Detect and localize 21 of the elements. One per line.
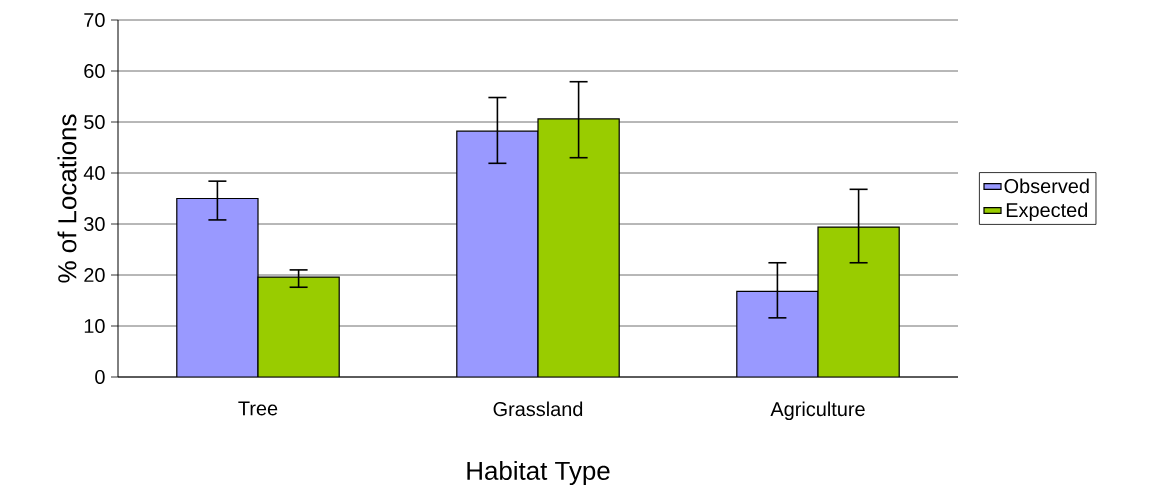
legend-label: Observed (1004, 178, 1089, 194)
y-tick-label: 20 (84, 267, 105, 283)
bar (538, 118, 620, 377)
y-tick-label: 70 (84, 12, 105, 28)
legend-label: Expected (1006, 202, 1088, 222)
x-tick-label: Grassland (493, 401, 583, 417)
y-axis-title: % of Locations (57, 114, 77, 283)
bar (817, 226, 900, 377)
x-axis-title: Habitat Type (467, 460, 610, 486)
y-tick-label: 10 (84, 318, 105, 334)
x-tick-label: Agriculture (770, 401, 865, 421)
bar (736, 290, 819, 377)
x-tick-label: Tree (238, 401, 278, 416)
y-tick-label: 40 (83, 165, 105, 181)
bar (258, 277, 340, 377)
bar (456, 131, 538, 377)
y-tick-label: 50 (84, 114, 105, 130)
y-tick-label: 60 (84, 63, 105, 79)
y-tick-label: 0 (95, 369, 105, 385)
y-tick-label: 30 (84, 216, 105, 232)
bar (176, 198, 258, 377)
